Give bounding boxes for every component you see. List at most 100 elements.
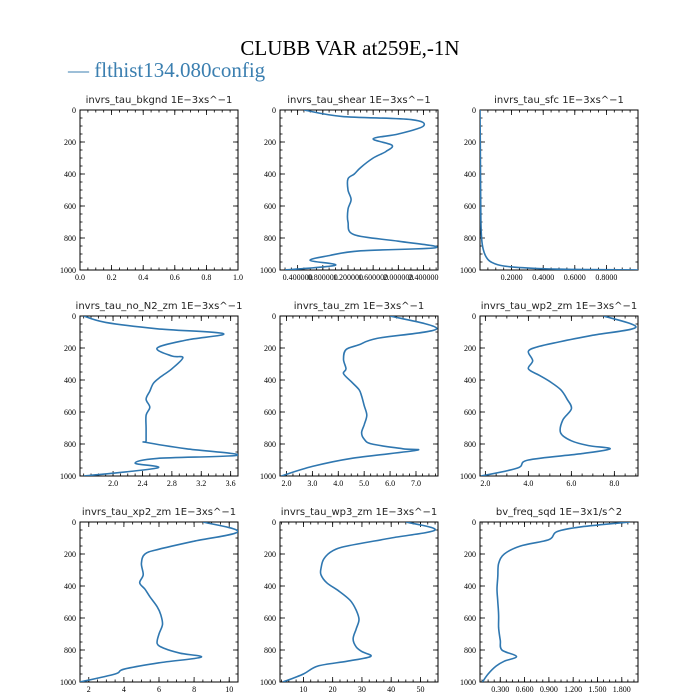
x-tick-label: 7.0	[411, 479, 421, 488]
x-tick-label: 2.0	[281, 479, 291, 488]
x-tick-label: 0.0	[75, 273, 85, 282]
x-tick-label: 50	[416, 685, 424, 694]
y-tick-label: 800	[264, 440, 276, 449]
y-tick-label: 400	[464, 376, 476, 385]
series-line	[282, 522, 436, 682]
panel-title: invrs_tau_shear 1E−3xs^−1	[287, 95, 431, 106]
x-tick-label: 0.2	[107, 273, 117, 282]
y-tick-label: 200	[64, 550, 76, 559]
y-tick-label: 400	[64, 170, 76, 179]
y-tick-label: 0	[72, 312, 76, 321]
panel-title: invrs_tau_wp3_zm 1E−3xs^−1	[281, 507, 437, 518]
y-tick-label: 400	[264, 582, 276, 591]
plot-frame	[79, 109, 239, 271]
y-tick-label: 1000	[260, 678, 276, 687]
y-tick-label: 600	[264, 202, 276, 211]
y-tick-label: 1000	[460, 678, 476, 687]
x-tick-label: 10	[299, 685, 307, 694]
y-tick-label: 0	[272, 312, 276, 321]
y-tick-label: 600	[64, 614, 76, 623]
y-tick-label: 400	[64, 582, 76, 591]
y-tick-label: 800	[264, 646, 276, 655]
plot-frame	[279, 315, 439, 477]
y-tick-label: 200	[264, 344, 276, 353]
x-tick-label: 0.8000	[595, 273, 617, 282]
x-tick-label: 40	[387, 685, 395, 694]
y-tick-label: 1000	[60, 472, 76, 481]
y-tick-label: 600	[64, 202, 76, 211]
panel-title: invrs_tau_sfc 1E−3xs^−1	[494, 95, 624, 106]
y-tick-label: 800	[64, 440, 76, 449]
y-tick-label: 600	[264, 408, 276, 417]
x-tick-label: 1.200000	[333, 273, 363, 282]
x-tick-label: 1.600000	[358, 273, 388, 282]
panel-title: invrs_tau_no_N2_zm 1E−3xs^−1	[76, 301, 243, 312]
x-tick-label: 0.300	[491, 685, 509, 694]
panel-2: invrs_tau_shear 1E−3xs^−1 0 200 400 600 800 10…	[260, 95, 439, 282]
y-tick-label: 1000	[260, 266, 276, 275]
x-tick-label: 2.0	[108, 479, 118, 488]
x-tick-label: 0.400000	[283, 273, 313, 282]
y-tick-label: 200	[264, 550, 276, 559]
x-tick-label: 1.800	[613, 685, 631, 694]
panel-6: invrs_tau_wp2_zm 1E−3xs^−1 0 200 400 600 800 1…	[460, 301, 639, 488]
series-line	[480, 316, 637, 476]
plot-frame	[479, 315, 639, 477]
y-tick-label: 0	[272, 518, 276, 527]
y-tick-label: 0	[272, 106, 276, 115]
y-tick-label: 0	[472, 106, 476, 115]
panel-4: invrs_tau_no_N2_zm 1E−3xs^−10 200 400 600 80…	[60, 301, 242, 488]
panel-3: invrs_tau_sfc 1E−3xs^−1 0 200 400 600 800 1000…	[460, 95, 639, 282]
x-tick-label: 5.0	[359, 479, 369, 488]
x-tick-label: 0.800000	[308, 273, 338, 282]
plot-frame	[479, 109, 639, 271]
x-tick-label: 20	[329, 685, 337, 694]
x-tick-label: 4	[122, 685, 126, 694]
legend-label: flthist134.080config	[94, 58, 266, 82]
x-tick-label: 4.0	[333, 479, 343, 488]
y-tick-label: 1000	[260, 472, 276, 481]
x-tick-label: 0.4000	[532, 273, 554, 282]
x-tick-label: 0.8	[201, 273, 211, 282]
y-tick-label: 600	[464, 408, 476, 417]
y-tick-label: 400	[264, 376, 276, 385]
x-tick-label: 0.2000	[501, 273, 523, 282]
x-tick-label: 0.4	[138, 273, 148, 282]
x-tick-label: 2.400000	[409, 273, 439, 282]
y-tick-label: 200	[264, 138, 276, 147]
x-tick-label: 1.500	[588, 685, 606, 694]
y-tick-label: 1000	[60, 266, 76, 275]
x-tick-label: 3.0	[307, 479, 317, 488]
x-tick-label: 6.0	[385, 479, 395, 488]
y-tick-label: 400	[64, 376, 76, 385]
panel-title: bv_freq_sqd 1E−3x1/s^2	[496, 507, 622, 518]
y-tick-label: 200	[464, 550, 476, 559]
series-line	[80, 522, 238, 682]
panel-title: invrs_tau_zm 1E−3xs^−1	[294, 301, 425, 312]
x-tick-label: 8.0	[609, 479, 619, 488]
y-tick-label: 1000	[60, 678, 76, 687]
x-tick-label: 0.900	[540, 685, 558, 694]
x-tick-label: 8	[192, 685, 196, 694]
y-tick-label: 400	[464, 582, 476, 591]
panel-title: invrs_tau_xp2_zm 1E−3xs^−1	[82, 507, 236, 518]
series-line	[481, 522, 630, 682]
y-tick-label: 600	[264, 614, 276, 623]
plot-frame	[79, 521, 239, 683]
x-tick-label: 1.0	[233, 273, 243, 282]
y-tick-label: 0	[472, 312, 476, 321]
x-tick-label: 2.8	[167, 479, 177, 488]
y-tick-label: 800	[464, 646, 476, 655]
y-tick-label: 200	[64, 138, 76, 147]
plot-frame	[279, 109, 439, 271]
y-tick-label: 800	[264, 234, 276, 243]
x-tick-label: 3.2	[196, 479, 206, 488]
y-tick-label: 200	[464, 138, 476, 147]
y-tick-label: 200	[64, 344, 76, 353]
y-tick-label: 800	[64, 234, 76, 243]
plot-frame	[479, 521, 639, 683]
x-tick-label: 2.0	[480, 479, 490, 488]
panel-title: invrs_tau_bkgnd 1E−3xs^−1	[86, 95, 233, 106]
panel-title: invrs_tau_wp2_zm 1E−3xs^−1	[481, 301, 637, 312]
series-line	[480, 110, 638, 270]
